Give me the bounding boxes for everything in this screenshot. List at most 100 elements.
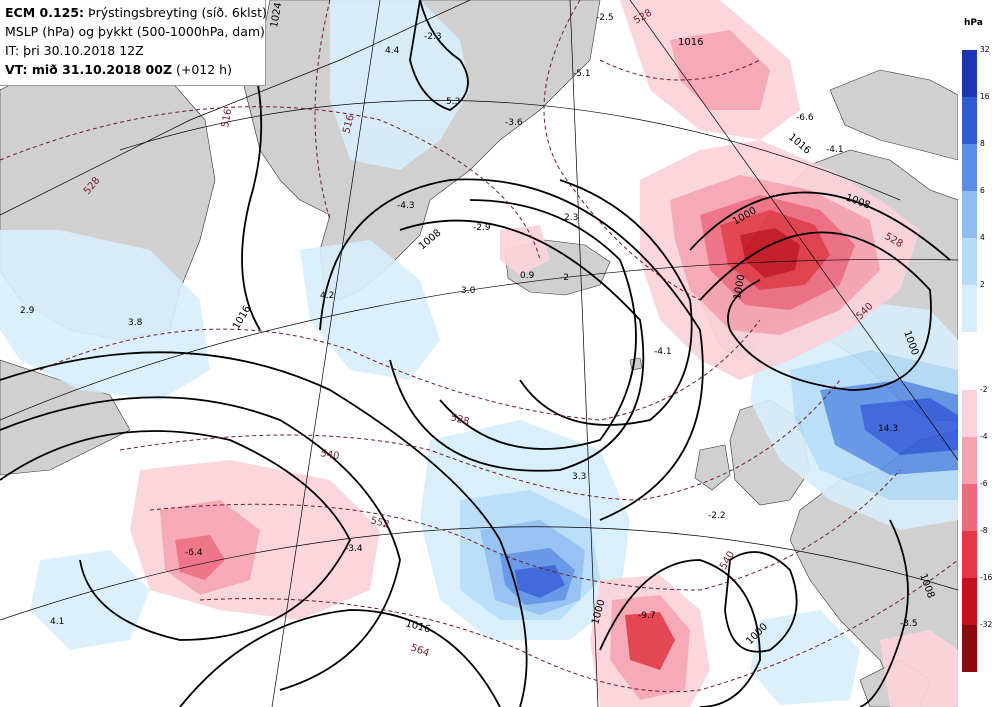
thickness-label: 516 bbox=[341, 113, 357, 134]
legend-tick-label: 6 bbox=[980, 186, 985, 195]
tendency-label: -2 bbox=[560, 273, 569, 283]
tendency-area-fall-13 bbox=[625, 612, 675, 670]
forecast-hour: (+012 h) bbox=[176, 62, 232, 77]
field-title: Þrýstingsbreyting (síð. 6klst) bbox=[88, 5, 267, 20]
thickness-label: 540 bbox=[319, 448, 340, 462]
tendency-label: -6.4 bbox=[185, 548, 203, 558]
tendency-label: -2.5 bbox=[596, 13, 614, 23]
tendency-label: 3.8 bbox=[128, 318, 143, 328]
graticule-layer bbox=[0, 0, 958, 707]
svalbard-land bbox=[829, 69, 958, 161]
isobar-line bbox=[0, 351, 528, 707]
tendency-label: 0.9 bbox=[520, 271, 535, 281]
isobar-line bbox=[599, 559, 761, 707]
map-info-header: ECM 0.125: Þrýstingsbreyting (síð. 6klst… bbox=[0, 0, 267, 86]
tendency-label: 4.4 bbox=[385, 46, 400, 56]
isobar-line bbox=[439, 199, 637, 450]
legend-unit: hPa bbox=[964, 18, 983, 28]
legend-swatch bbox=[962, 484, 977, 531]
tendency-label: -2.2 bbox=[708, 511, 726, 521]
tendency-label: 2.3 bbox=[564, 213, 578, 223]
legend-tick-label: -16 bbox=[980, 573, 993, 582]
legend-swatch bbox=[962, 437, 977, 484]
legend-tick-label: -6 bbox=[980, 479, 988, 488]
model-name: ECM 0.125: bbox=[5, 5, 85, 20]
legend-swatch bbox=[962, 144, 977, 191]
legend-tick-label: -8 bbox=[980, 526, 988, 535]
tendency-label: -2.9 bbox=[473, 223, 491, 233]
tendency-area-rise-10 bbox=[0, 230, 210, 400]
isobar-line bbox=[519, 179, 693, 426]
thickness-line bbox=[199, 559, 958, 693]
tendency-label: -4.1 bbox=[654, 347, 672, 357]
legend-swatch bbox=[962, 97, 977, 144]
tendency-area-fall-10 bbox=[175, 535, 225, 580]
legend-tick-label: 4 bbox=[980, 233, 985, 242]
isobar-line bbox=[0, 430, 352, 641]
faroe-land bbox=[629, 357, 643, 371]
latitude-line bbox=[0, 259, 958, 421]
meridian-line bbox=[569, 0, 599, 707]
legend-tick-label: 8 bbox=[980, 139, 985, 148]
legend-tick-label: 16 bbox=[980, 92, 990, 101]
isobar-label: 1016 bbox=[678, 37, 703, 48]
tendency-area-fall-14 bbox=[500, 225, 550, 275]
legend-tick-label: -32 bbox=[980, 620, 993, 629]
tendency-area-fall-5 bbox=[740, 228, 800, 278]
isobar-label: 1024 bbox=[269, 2, 284, 29]
tendency-area-rise-11 bbox=[330, 0, 470, 170]
legend-swatch bbox=[962, 50, 977, 97]
legend-swatch bbox=[962, 191, 977, 238]
latitude-line bbox=[0, 526, 958, 621]
tendency-label: -6.6 bbox=[796, 113, 814, 123]
isobar-line bbox=[859, 519, 909, 707]
isobar-line bbox=[0, 396, 401, 691]
isobar-line bbox=[319, 178, 704, 521]
thickness-line bbox=[149, 469, 901, 591]
tendency-label-group: 4.4 -2.3 5.3 -5.1 -4.3 4.2 2.9 3.8 2.3 -… bbox=[20, 13, 918, 629]
legend-tick-label: -4 bbox=[980, 432, 988, 441]
meridian-line bbox=[629, 0, 958, 461]
legend-swatch bbox=[962, 578, 977, 625]
tendency-label: -4.3 bbox=[397, 201, 415, 211]
isobar-label: 1000 bbox=[732, 274, 747, 301]
tendency-label: 14.3 bbox=[878, 424, 898, 434]
isobar-line bbox=[689, 191, 951, 261]
tendency-area-rise-9 bbox=[860, 398, 958, 455]
tendency-label: -3.6 bbox=[505, 118, 523, 128]
isobar-layer bbox=[0, 0, 951, 707]
tendency-label: 3.0 bbox=[461, 286, 476, 296]
color-legend: hPa 32 16 8 6 4 2 -2 -4 -6 -8 -16 -32 bbox=[958, 0, 1000, 707]
thickness-line bbox=[314, 0, 331, 221]
ireland-land bbox=[694, 444, 731, 491]
tendency-area-rise-5 bbox=[515, 565, 565, 598]
isobar-line bbox=[409, 0, 469, 111]
legend-swatch bbox=[962, 531, 977, 578]
legend-tick-label: 32 bbox=[980, 45, 990, 54]
legend-swatch bbox=[962, 285, 977, 332]
tendency-label: -3.4 bbox=[345, 544, 363, 554]
thickness-layer bbox=[0, 0, 958, 693]
tendency-label: -5.1 bbox=[573, 69, 591, 79]
thickness-label: 528 bbox=[449, 412, 470, 428]
tendency-label: -4.1 bbox=[826, 145, 844, 155]
tendency-area-rise-13 bbox=[30, 550, 150, 650]
thickness-line bbox=[543, 0, 701, 301]
latitude-line bbox=[119, 99, 901, 201]
tendency-label: -3.5 bbox=[900, 619, 918, 629]
tendency-label: 5.3 bbox=[446, 97, 460, 107]
thickness-line bbox=[119, 379, 841, 501]
thickness-label: 516 bbox=[220, 108, 234, 129]
meridian-line bbox=[0, 0, 471, 216]
legend-swatch bbox=[962, 625, 977, 672]
tendency-label: 3.3 bbox=[572, 472, 586, 482]
isobar-line bbox=[389, 219, 645, 472]
valid-time-line: VT: mið 31.10.2018 00Z (+012 h) bbox=[5, 60, 265, 79]
tendency-label: 4.1 bbox=[50, 617, 64, 627]
isobar-line bbox=[179, 609, 501, 707]
isobar-line bbox=[699, 231, 932, 391]
init-time-line: IT: þri 30.10.2018 12Z bbox=[5, 43, 144, 58]
tendency-label: -9.7 bbox=[638, 611, 656, 621]
legend-tick-label: 2 bbox=[980, 280, 985, 289]
